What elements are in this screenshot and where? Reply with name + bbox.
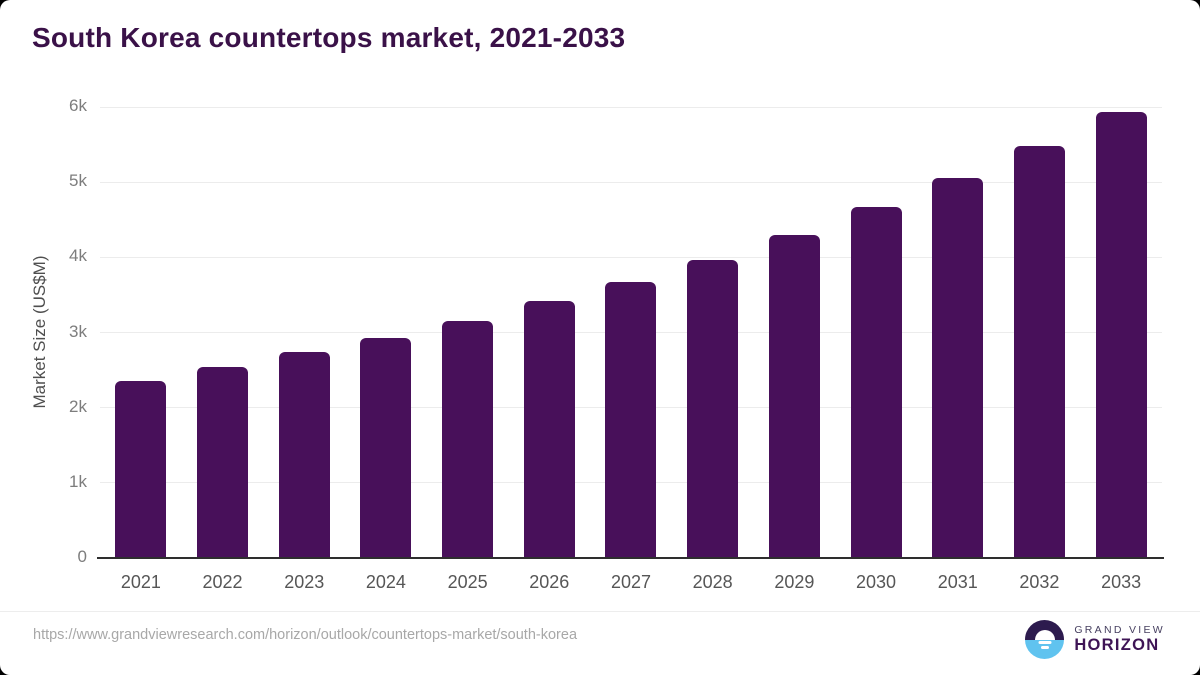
grand-view-horizon-logo: GRAND VIEW HORIZON	[1025, 620, 1165, 659]
logo-sun-dome	[1034, 629, 1055, 640]
bar-slot-2025	[427, 107, 509, 558]
bar-slot-2030	[835, 107, 917, 558]
x-axis-labels: 2021 2022 2023 2024 2025 2026 2027 2028 2029 2030…	[100, 572, 1162, 593]
bar-slot-2028	[672, 107, 754, 558]
bar-slot-2027	[590, 107, 672, 558]
x-tick-label-2033: 2033	[1101, 572, 1142, 592]
y-tick-label-1k: 1k	[69, 471, 87, 491]
x-tick-label-2022: 2022	[202, 572, 243, 592]
bar-slot-2032	[999, 107, 1081, 558]
logo-line-horizon: HORIZON	[1074, 636, 1160, 655]
bar-2031[interactable]	[932, 178, 984, 558]
y-tick-label-0: 0	[77, 547, 87, 566]
y-tick-label-2k: 2k	[69, 396, 87, 416]
bar-2032[interactable]	[1013, 146, 1065, 558]
bar-slot-2023	[263, 107, 345, 558]
bar-slot-2031	[917, 107, 999, 558]
y-tick-label-3k: 3k	[69, 321, 87, 341]
x-tick-label-2026: 2026	[529, 572, 570, 592]
gridline-6k	[100, 106, 1162, 108]
x-tick-label-2030: 2030	[856, 572, 897, 592]
bar-2026[interactable]	[523, 300, 575, 558]
bars-layer	[100, 107, 1162, 558]
x-axis-line	[97, 557, 1164, 559]
bar-2021[interactable]	[115, 380, 167, 558]
bar-slot-2022	[182, 107, 264, 558]
bar-2027[interactable]	[605, 282, 657, 558]
x-tick-label-2021: 2021	[120, 572, 161, 592]
source-url[interactable]: https://www.grandviewresearch.com/horizo…	[33, 627, 578, 643]
x-tick-label-2025: 2025	[447, 572, 488, 592]
x-tick-label-2031: 2031	[937, 572, 978, 592]
logo-line-grand-view: GRAND VIEW	[1074, 623, 1165, 636]
bar-slot-2033	[1080, 107, 1162, 558]
chart-title: South Korea countertops market, 2021-203…	[32, 22, 626, 53]
bar-2025[interactable]	[442, 321, 494, 558]
gridline-5k	[100, 181, 1162, 183]
x-tick-label-2023: 2023	[284, 572, 325, 592]
horizon-sun-icon	[1025, 620, 1065, 659]
x-tick-label-2032: 2032	[1019, 572, 1060, 592]
logo-text: GRAND VIEW HORIZON	[1074, 624, 1165, 655]
x-tick-label-2027: 2027	[610, 572, 651, 592]
x-tick-label-2028: 2028	[692, 572, 733, 592]
x-tick-label-2024: 2024	[365, 572, 406, 592]
y-tick-label-4k: 4k	[69, 246, 87, 266]
bar-2028[interactable]	[687, 259, 739, 558]
bar-2033[interactable]	[1095, 112, 1147, 558]
logo-reflection-line-2	[1040, 646, 1049, 649]
gridline-4k	[100, 256, 1162, 258]
footer-divider	[0, 611, 1200, 612]
bar-slot-2024	[345, 107, 427, 558]
bar-2024[interactable]	[360, 337, 412, 558]
logo-blue-half	[1025, 639, 1065, 659]
plot-area: 0 1k 2k 3k 4k 5k 6k	[69, 96, 1164, 566]
bar-slot-2021	[100, 107, 182, 558]
y-tick-label-5k: 5k	[69, 171, 87, 191]
y-axis-title: Market Size (US$M)	[30, 255, 49, 409]
bar-slot-2026	[508, 107, 590, 558]
bar-2023[interactable]	[278, 352, 330, 558]
y-tick-label-6k: 6k	[69, 96, 87, 115]
bar-slot-2029	[754, 107, 836, 558]
x-tick-label-2029: 2029	[774, 572, 815, 592]
bar-2029[interactable]	[768, 234, 820, 558]
bar-2030[interactable]	[850, 206, 902, 558]
logo-reflection-line-1	[1038, 641, 1052, 645]
bar-2022[interactable]	[197, 367, 249, 558]
